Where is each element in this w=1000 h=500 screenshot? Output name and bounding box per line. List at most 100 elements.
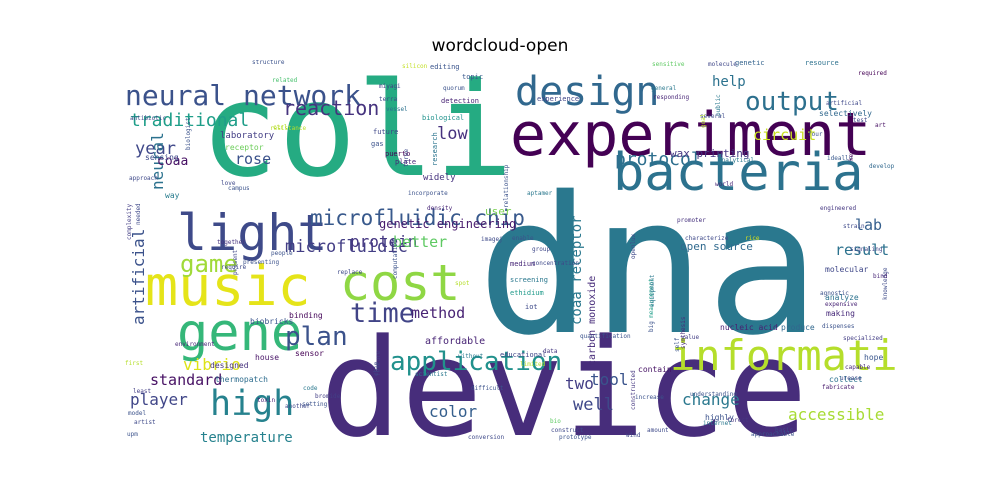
word-plate: plate <box>395 158 416 166</box>
word-quantification: quantification <box>580 333 631 340</box>
word-capable: capable <box>845 364 871 371</box>
word-selectively: selectively <box>819 109 872 118</box>
word-artificial: artificial <box>129 229 148 325</box>
word-traditional: traditional <box>130 110 249 131</box>
word-bromide: bromide <box>315 393 341 400</box>
word-world: world <box>715 181 733 188</box>
word-amount: amount <box>647 427 669 434</box>
word-constructed: constructed <box>630 370 637 410</box>
word-experiment: experiment <box>510 100 871 170</box>
word-structure: structure <box>252 60 285 66</box>
word-time: time <box>350 298 415 329</box>
word-basic: basic <box>775 427 793 434</box>
word-goal: goal <box>700 113 707 128</box>
word-test: test <box>853 117 868 124</box>
word-output: output <box>745 87 839 117</box>
word-code: code <box>303 385 318 392</box>
word-coaa-receptor: coaa receptor <box>569 215 585 325</box>
word-quorum: quorum <box>443 85 465 92</box>
word-four: four <box>808 131 823 138</box>
word-sensitive: sensitive <box>652 61 685 68</box>
word-responding: responding <box>653 94 690 101</box>
word-user: user <box>485 205 512 218</box>
word-openlux: openlux <box>630 233 637 259</box>
word-incorporate: incorporate <box>408 190 448 197</box>
word-experience: experience <box>537 95 579 103</box>
word-least: least <box>133 388 151 395</box>
word-vibrio: vibrio <box>183 355 241 374</box>
word-love: love <box>221 180 236 187</box>
word-artificial: artificial <box>826 100 863 107</box>
word-characterize: characterize <box>685 235 729 242</box>
word-miyagi: miyagi <box>379 83 401 90</box>
word-art: art <box>875 122 886 129</box>
word-feature: feature <box>375 350 382 376</box>
word-measurement: measurement <box>648 278 655 318</box>
word-bio: bio <box>550 418 561 425</box>
word-terra: terra <box>379 96 397 103</box>
word-engineered: engineered <box>820 205 857 212</box>
word-difficult: difficult <box>471 385 504 392</box>
word-making: making <box>826 309 855 318</box>
word-editing: editing <box>430 63 460 71</box>
word-computation: computation <box>392 239 399 279</box>
word-future: future <box>373 128 398 136</box>
word-ideally: ideally <box>827 155 853 162</box>
word-bacteria: bacteria <box>613 143 863 203</box>
word-result: result <box>835 241 889 259</box>
word-microfluidic-chip: microfluidic chip <box>310 206 525 230</box>
word-neural-network: neural network <box>125 79 361 112</box>
word-needed: needed <box>135 203 142 225</box>
word-construct: construct <box>551 427 584 434</box>
word-device: device <box>320 310 808 445</box>
word-setting: setting <box>302 401 328 408</box>
word-carbon-monoxide: carbon monoxide <box>587 276 598 366</box>
word-fabricate: fabricate <box>822 384 855 391</box>
word-required: required <box>858 70 887 77</box>
word-without: without <box>458 353 484 360</box>
word-conversion: conversion <box>468 434 505 441</box>
word-change: change <box>682 390 740 409</box>
word-method: method <box>411 304 465 322</box>
word-internet: internet <box>703 420 732 427</box>
word-biobricks: biobricks <box>250 317 294 326</box>
word-puerto: puerto <box>385 150 410 158</box>
word-low: low <box>437 124 468 144</box>
word-increase: increase <box>635 394 664 401</box>
word-imagej: imagej <box>481 236 503 243</box>
word-group: group <box>532 246 550 253</box>
word-forest: forest <box>727 417 749 424</box>
word-house: house <box>255 353 279 362</box>
word-game: game <box>180 250 238 278</box>
word-approach: approach <box>129 175 158 182</box>
word-coli: coli <box>200 60 513 206</box>
word-first: first <box>125 360 143 367</box>
word-screening: screening <box>510 276 548 284</box>
word-knowledge: knowledge <box>882 267 889 300</box>
word-promoter: promoter <box>677 217 706 224</box>
word-analytical: analytical <box>718 157 755 164</box>
word-educational: educational <box>500 351 546 359</box>
word-value: value <box>681 334 699 341</box>
word-gene: gene <box>177 303 302 363</box>
word-urease: urease <box>840 375 862 382</box>
word-aptamer: aptamer <box>527 190 553 197</box>
word-information: information <box>670 331 895 380</box>
word-synthesis: synthesis <box>680 316 687 349</box>
word-neural: neural <box>148 132 167 190</box>
word-chip: chip <box>373 361 380 376</box>
word-reaction: reaction <box>283 96 379 120</box>
word-receptor: receptor <box>225 143 264 152</box>
word-application: application <box>390 347 562 377</box>
word-designed: designed <box>210 361 249 370</box>
word-antibiotic: antibiotic <box>130 115 167 122</box>
word-rice: rice <box>745 235 760 242</box>
word-complexity: complexity <box>126 203 133 240</box>
wordcloud-canvas: dnadevicecoliexperimentbacteriamusicgene… <box>125 60 895 445</box>
word-circuit: circuit <box>753 126 816 144</box>
word-produce: produce <box>781 323 815 332</box>
word-ethidium: ethidium <box>510 289 544 297</box>
word-accessible: accessible <box>788 405 884 424</box>
word-present: present <box>232 249 239 275</box>
chart-title: wordcloud-open <box>431 36 569 56</box>
